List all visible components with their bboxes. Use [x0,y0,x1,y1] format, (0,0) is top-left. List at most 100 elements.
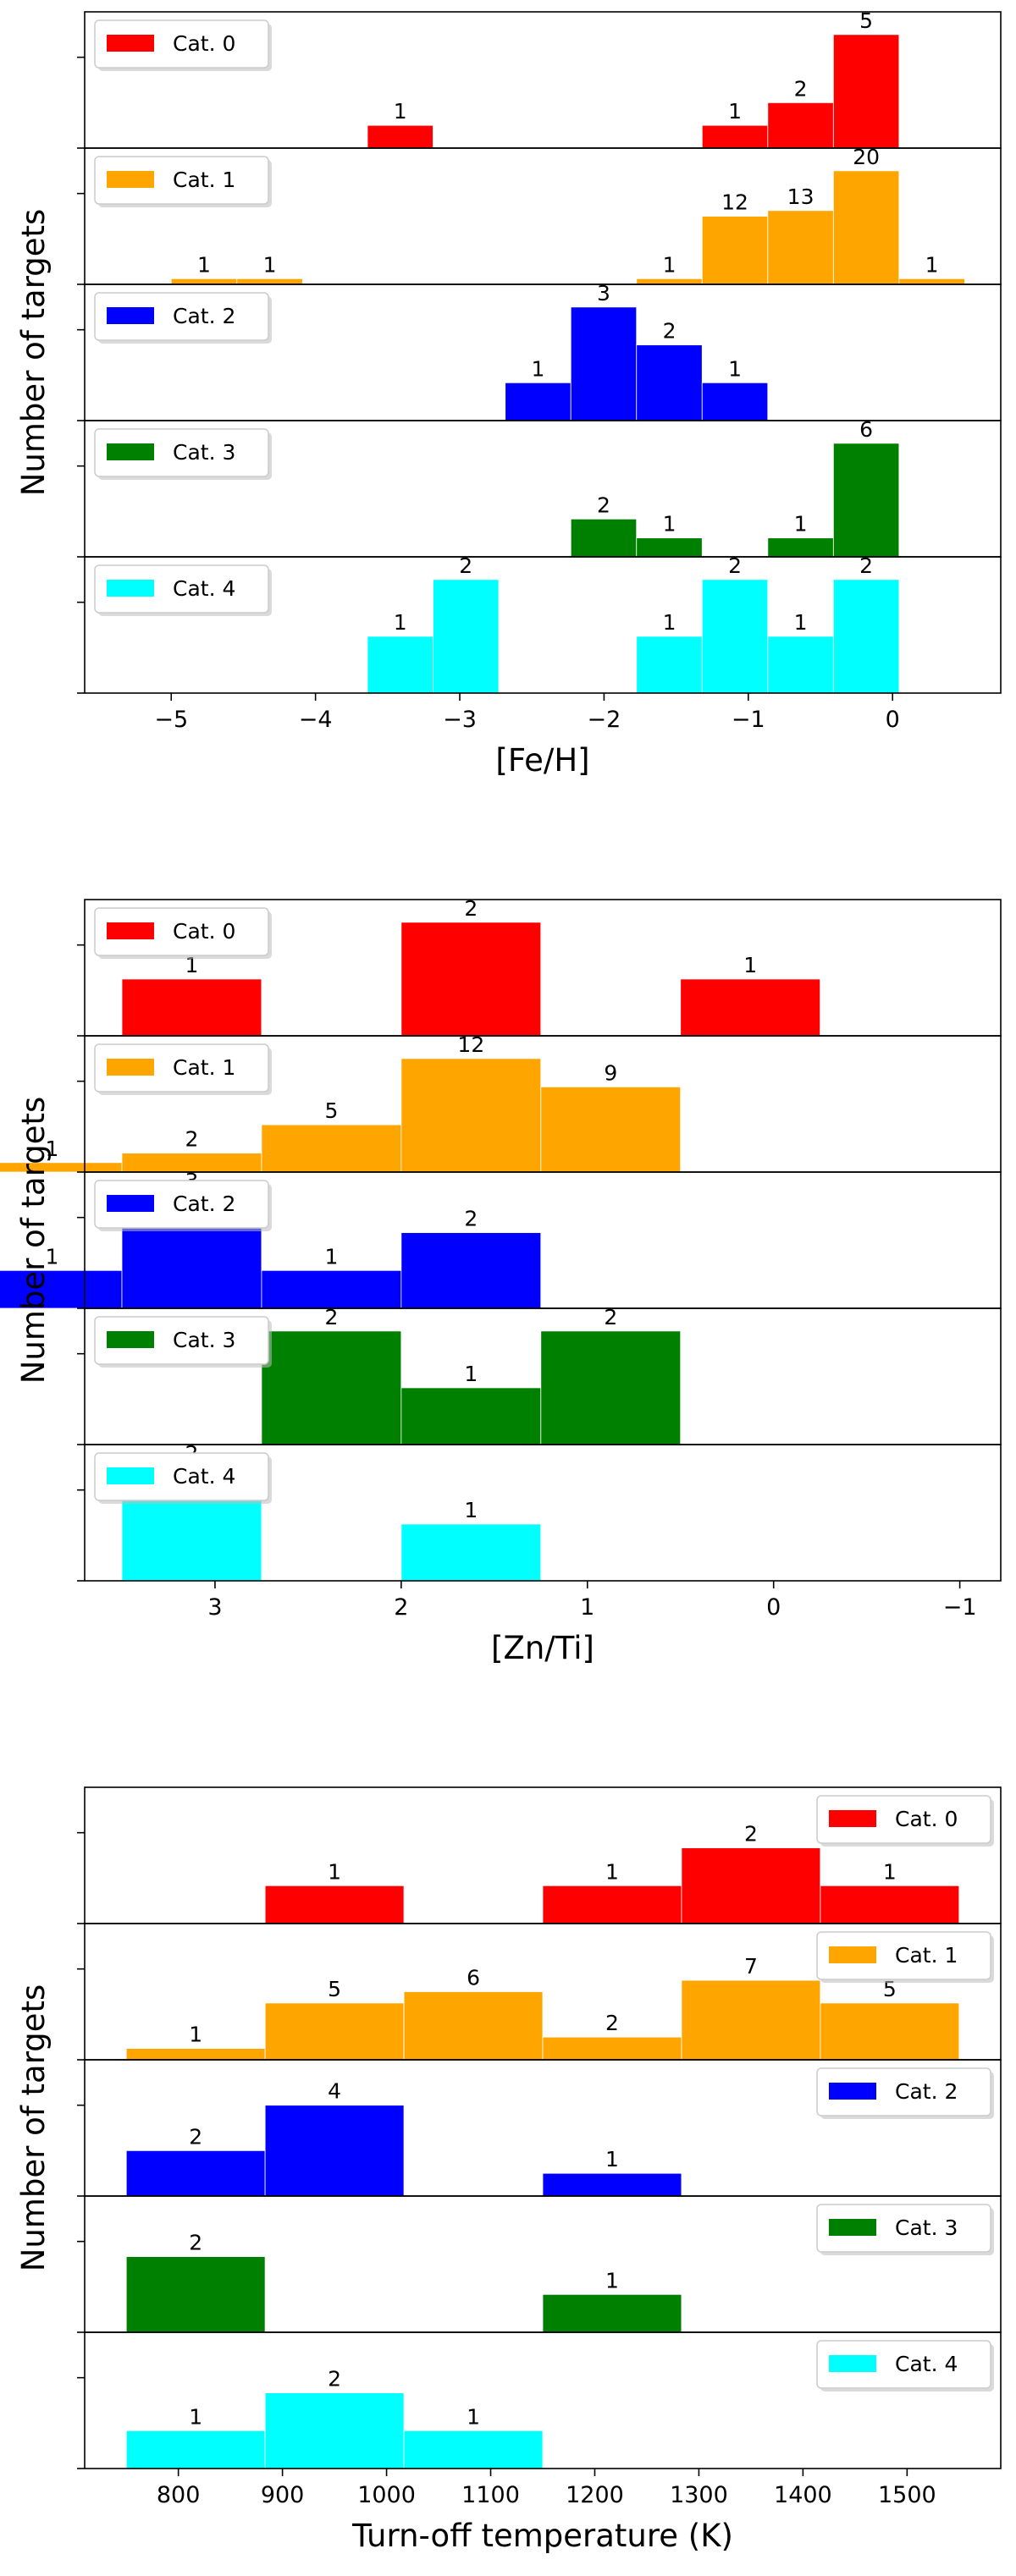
legend-swatch [829,2083,876,2100]
bar [832,579,900,694]
panel-cat-3: 2 1 2 Cat. 3 [77,1305,1002,1445]
bar [767,537,834,558]
bar-count-label: 5 [324,1098,338,1123]
chart-2: 1 1 2 1 Cat. 0 1 5 6 2 7 5 Cat. 1 2 4 1 Cat. 2 2 1 Cat. 3 1… [15,1786,1002,2554]
legend-label: Cat. 2 [173,304,235,328]
legend: Cat. 2 [816,2067,994,2119]
bar-count-label: 13 [787,184,814,209]
legend-box [816,2340,991,2389]
panel-frame [84,556,1002,694]
legend-label: Cat. 1 [895,1943,958,1968]
bar-count-label: 2 [464,1207,478,1231]
bar-count-label: 2 [605,2011,619,2035]
panel-cat-3: 2 1 1 6 Cat. 3 [77,417,1002,558]
bar-count-label: 5 [859,8,873,33]
bar [125,2048,266,2061]
legend: Cat. 3 [94,428,272,480]
bar [701,579,769,694]
legend-label: Cat. 3 [173,440,235,465]
bar [125,2149,266,2197]
legend: Cat. 3 [94,1316,272,1368]
bar-count-label: 2 [744,1822,758,1847]
bar-count-label: 4 [328,2079,341,2104]
bar-count-label: 2 [859,553,873,578]
bar [540,1086,682,1173]
bar-count-label: 1 [743,953,757,977]
bar-count-label: 1 [189,2404,202,2429]
legend-box [94,1316,269,1365]
bar-count-label: 2 [663,319,676,344]
panel-cat-2: 1 3 2 1 Cat. 2 [77,281,1002,421]
legend-label: Cat. 2 [173,1192,235,1216]
x-tick-label: 1400 [774,2482,832,2508]
legend-label: Cat. 1 [173,1055,235,1080]
bar [400,1058,542,1173]
legend-swatch [107,580,154,597]
legend-label: Cat. 4 [173,576,235,601]
bar-count-label: 1 [197,252,211,277]
panel-cat-4: 1 2 1 2 1 2 Cat. 4 [77,553,1002,694]
bar [121,978,262,1037]
bar-count-label: 1 [532,356,545,381]
bar-count-label: 5 [883,1977,897,2001]
chart-1: 1 2 1 Cat. 0 1 2 5 1 2 9 Cat. 1 1 3 1 2 Cat. 2 2 1 2 Cat. 3… [0,896,1002,1666]
legend: Cat. 3 [816,2204,994,2255]
bar [701,382,769,421]
legend-swatch [107,1331,154,1348]
bar-count-label: 6 [467,1966,480,1990]
bar-count-label: 1 [185,953,199,977]
legend-box [94,907,269,956]
legend-label: Cat. 0 [173,919,235,944]
x-tick-label: −5 [154,707,188,733]
bar-count-label: 1 [394,610,407,635]
legend-box [94,1452,269,1501]
x-axis-label: [Zn/Ti] [491,1630,594,1666]
x-tick-label: 1200 [566,2482,624,2508]
legend-swatch [829,1810,876,1827]
y-axis-label: Number of targets [15,209,52,497]
bar [367,636,433,694]
legend: Cat. 0 [94,19,272,71]
bar-count-label: 1 [605,2268,619,2293]
panel-cat-1: 1 5 6 2 7 5 Cat. 1 [77,1923,1002,2061]
x-tick-label: 3 [207,1594,222,1621]
bar [701,216,769,285]
bar-count-label: 2 [324,1305,338,1329]
bar [542,2036,682,2061]
legend-swatch [107,171,154,188]
panel-cat-3: 2 1 Cat. 3 [77,2195,1002,2333]
panel-frame [84,2331,1002,2469]
bar [636,636,703,694]
bar [261,1330,402,1445]
bar [125,2256,266,2333]
x-tick-label: 1000 [357,2482,416,2508]
bar [832,443,900,558]
bar-count-label: 6 [859,417,873,442]
legend-label: Cat. 0 [895,1807,958,1831]
x-tick-label: 2 [394,1594,408,1621]
bar [820,1885,960,1924]
legend-swatch [107,1467,154,1484]
bar-count-label: 9 [604,1060,617,1085]
bar [261,1124,402,1173]
bar [767,102,834,149]
legend-label: Cat. 3 [895,2215,958,2240]
bar [636,344,703,421]
bar [542,2172,682,2197]
x-tick-label: −1 [732,707,765,733]
legend: Cat. 1 [94,1043,272,1095]
legend-swatch [107,307,154,324]
bar-count-label: 1 [46,1137,59,1161]
bar [433,579,500,694]
bar-count-label: 1 [464,1362,478,1386]
x-tick-label: 800 [157,2482,201,2508]
bar [636,537,703,558]
bar [542,2293,682,2333]
panel-cat-0: 1 1 2 5 Cat. 0 [77,8,1002,149]
legend-label: Cat. 2 [895,2079,958,2104]
bar-count-label: 1 [794,610,808,635]
bar-count-label: 2 [185,1127,199,1152]
